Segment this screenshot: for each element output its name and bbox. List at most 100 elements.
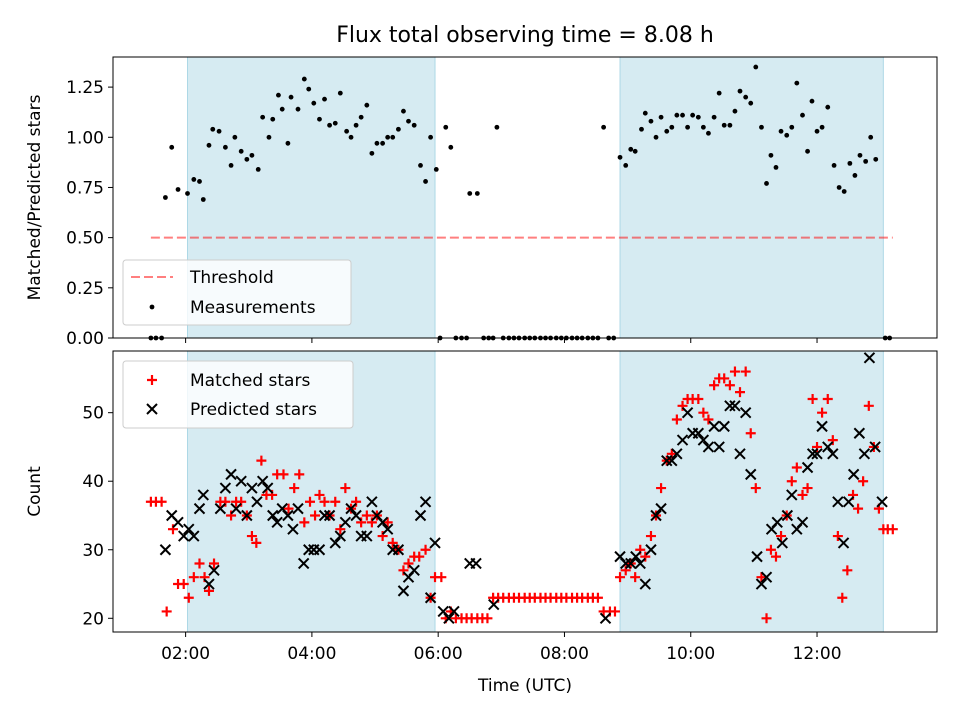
data-point [188, 572, 199, 583]
data-point [246, 531, 257, 542]
legend-box [122, 360, 354, 429]
data-point [822, 393, 833, 404]
x-tick-label: 02:00 [161, 644, 210, 664]
data-point [719, 373, 730, 384]
data-point [680, 112, 685, 118]
data-point [599, 612, 612, 625]
data-point [424, 592, 437, 604]
data-point [703, 414, 714, 425]
data-point [337, 90, 343, 96]
data-point [802, 483, 813, 494]
data-point [249, 152, 255, 158]
data-point [645, 531, 656, 542]
data-point [739, 406, 752, 419]
data-point [708, 420, 720, 433]
legend-predicted-label: Predicted stars [190, 400, 317, 420]
data-point [470, 557, 482, 570]
data-point [727, 122, 733, 128]
data-point [745, 468, 757, 481]
data-point [279, 106, 285, 112]
data-point [161, 606, 172, 617]
y-tick-label: 0.75 [66, 178, 104, 198]
data-point [353, 122, 359, 128]
data-point [794, 80, 800, 86]
data-point [295, 106, 301, 112]
data-point [764, 181, 769, 186]
legend-predicted-swatch [146, 403, 158, 415]
data-point [299, 517, 310, 528]
data-point [623, 162, 629, 168]
data-point [197, 489, 210, 501]
data-point [297, 557, 310, 570]
data-point [208, 564, 220, 577]
data-point [340, 483, 351, 494]
axes-frame [112, 350, 938, 633]
data-point [344, 128, 350, 134]
data-point [817, 407, 828, 418]
data-point [339, 516, 352, 529]
data-point [327, 122, 332, 128]
data-point [474, 191, 480, 196]
data-point [238, 148, 244, 154]
data-point [634, 557, 646, 570]
data-point [753, 64, 759, 70]
data-point [740, 366, 751, 377]
y-tick-label: 40 [82, 472, 104, 492]
data-point [376, 516, 389, 529]
data-point [809, 98, 815, 104]
data-point [857, 152, 863, 158]
data-point [414, 551, 425, 562]
data-point [876, 496, 888, 508]
data-point [203, 578, 215, 590]
data-point [671, 414, 682, 425]
data-point [734, 387, 745, 398]
data-point [786, 489, 798, 501]
data-point [194, 558, 205, 569]
data-point [796, 516, 809, 529]
data-point [214, 502, 227, 515]
data-point [448, 144, 454, 150]
data-point [841, 189, 847, 194]
data-point [251, 537, 262, 548]
data-point [305, 496, 316, 507]
data-point [345, 502, 357, 515]
data-point [609, 606, 620, 617]
legend-box [122, 259, 352, 326]
data-point [853, 503, 864, 514]
data-point [390, 134, 396, 140]
y-tick-label: 1.25 [66, 78, 104, 98]
data-point [381, 523, 394, 535]
data-point [729, 366, 740, 377]
data-point [225, 468, 237, 481]
data-point [853, 427, 866, 439]
data-point [750, 483, 761, 494]
data-point [842, 565, 853, 576]
x-tick-label: 12:00 [793, 644, 842, 664]
data-point [398, 565, 409, 576]
data-point [266, 134, 272, 140]
data-point [335, 524, 346, 535]
data-point [276, 92, 281, 98]
data-point [640, 551, 651, 562]
data-point [260, 114, 266, 120]
data-point [289, 483, 300, 494]
data-point [751, 550, 763, 563]
data-point [734, 448, 746, 460]
data-point [443, 124, 449, 130]
data-point [401, 108, 406, 114]
shaded-interval-1 [619, 56, 884, 339]
data-point [244, 156, 250, 162]
data-point [420, 544, 431, 555]
data-point [784, 132, 790, 138]
x-tick-label: 04:00 [287, 644, 336, 664]
data-point [642, 110, 648, 116]
data-point [311, 100, 317, 106]
data-point [806, 448, 819, 460]
data-point [819, 124, 825, 130]
data-point [169, 144, 175, 150]
data-point [797, 489, 808, 500]
data-point [414, 509, 427, 522]
data-point [836, 185, 842, 190]
data-point [156, 496, 167, 507]
data-point [256, 475, 269, 487]
